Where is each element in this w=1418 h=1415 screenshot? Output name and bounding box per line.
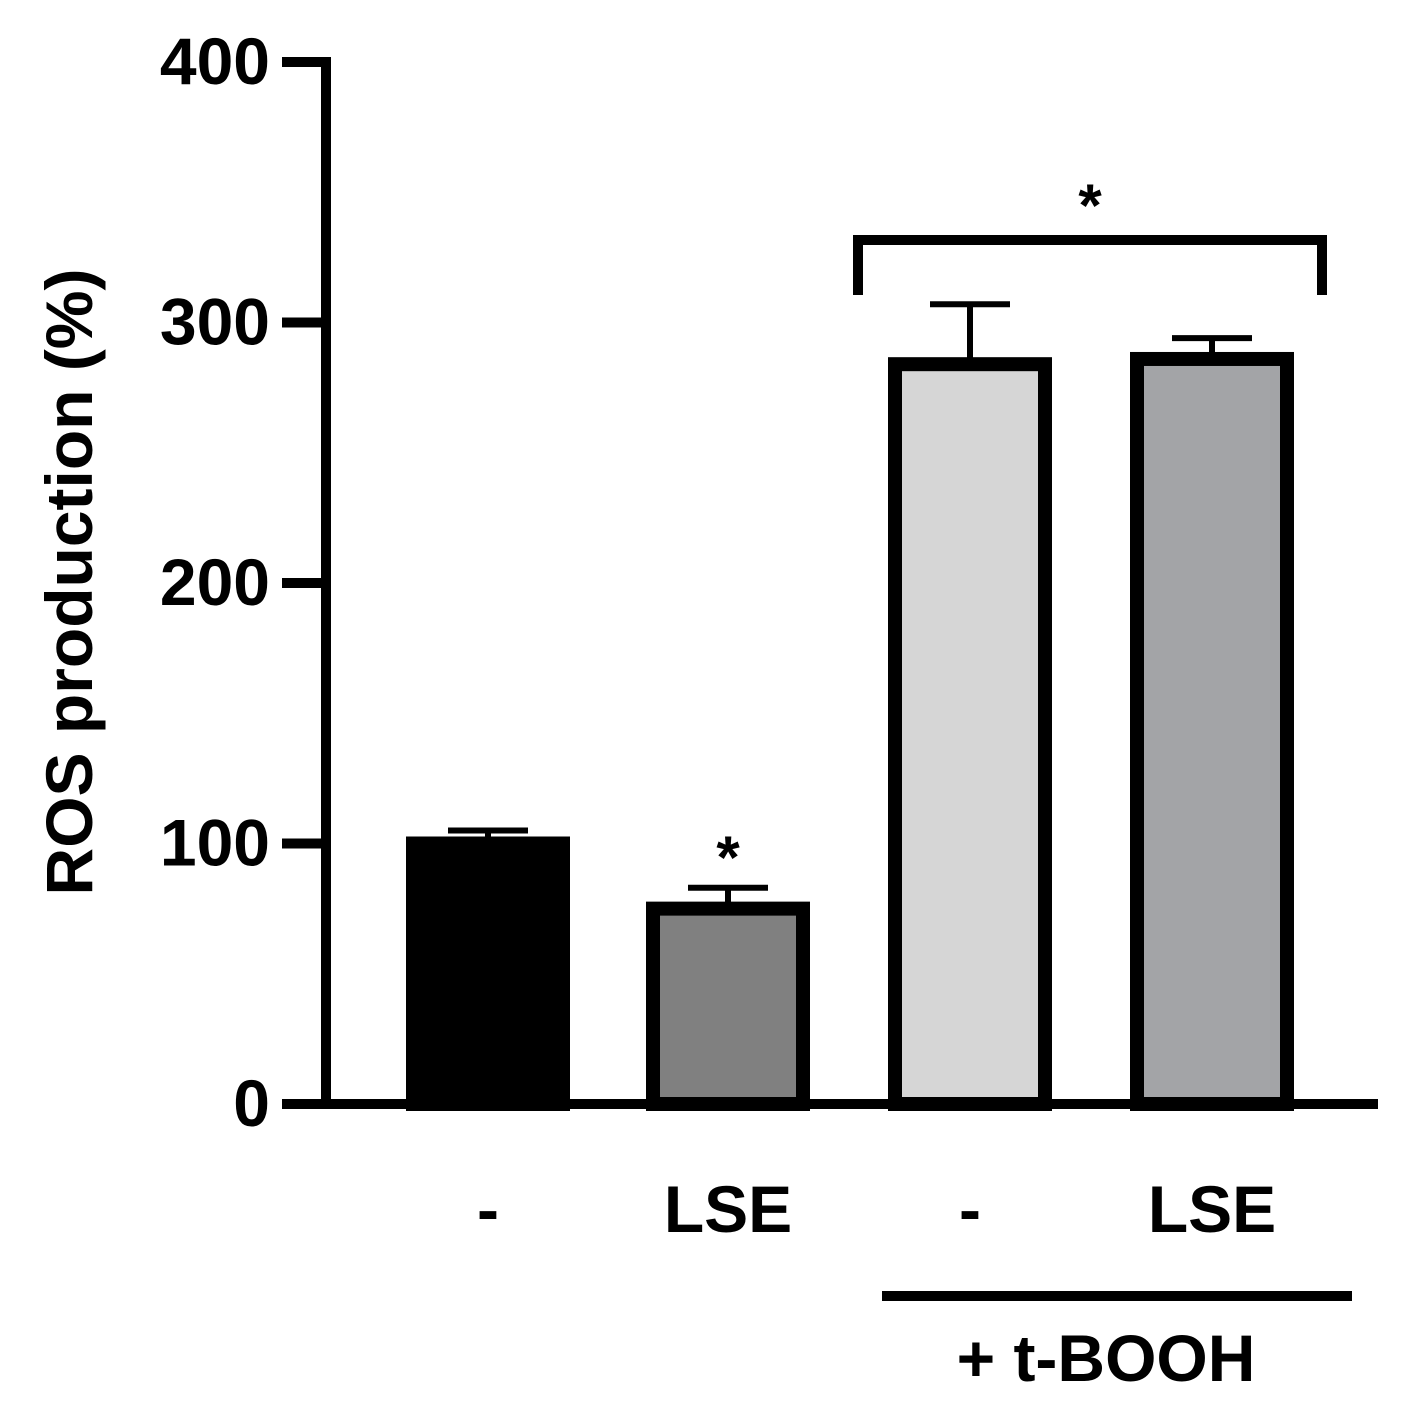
significance-annotations: ** (716, 172, 1327, 891)
x-axis: - LSE - LSE + t-BOOH (282, 1099, 1378, 1395)
y-tick-label: 400 (160, 24, 270, 98)
x-tick-label: - (959, 1172, 981, 1246)
y-tick-label: 200 (160, 545, 270, 619)
bar (406, 836, 570, 1111)
x-tick-label: - (477, 1172, 499, 1246)
bar (1130, 351, 1294, 1112)
y-axis-label: ROS production (%) (32, 269, 106, 896)
x-tick-label: LSE (1148, 1172, 1276, 1246)
bar (888, 357, 1052, 1111)
significance-asterisk: * (716, 824, 740, 891)
group-label: + t-BOOH (957, 1321, 1256, 1395)
bars (406, 351, 1294, 1112)
y-tick-label: 300 (160, 285, 270, 359)
y-tick-label: 0 (233, 1066, 270, 1140)
y-axis: 0 100 200 300 400 (160, 24, 331, 1140)
significance-asterisk: * (1078, 172, 1102, 239)
y-tick-label: 100 (160, 806, 270, 880)
significance-bracket (853, 235, 1327, 295)
bar (646, 901, 810, 1111)
x-tick-label: LSE (664, 1172, 792, 1246)
error-bars (448, 301, 1252, 909)
